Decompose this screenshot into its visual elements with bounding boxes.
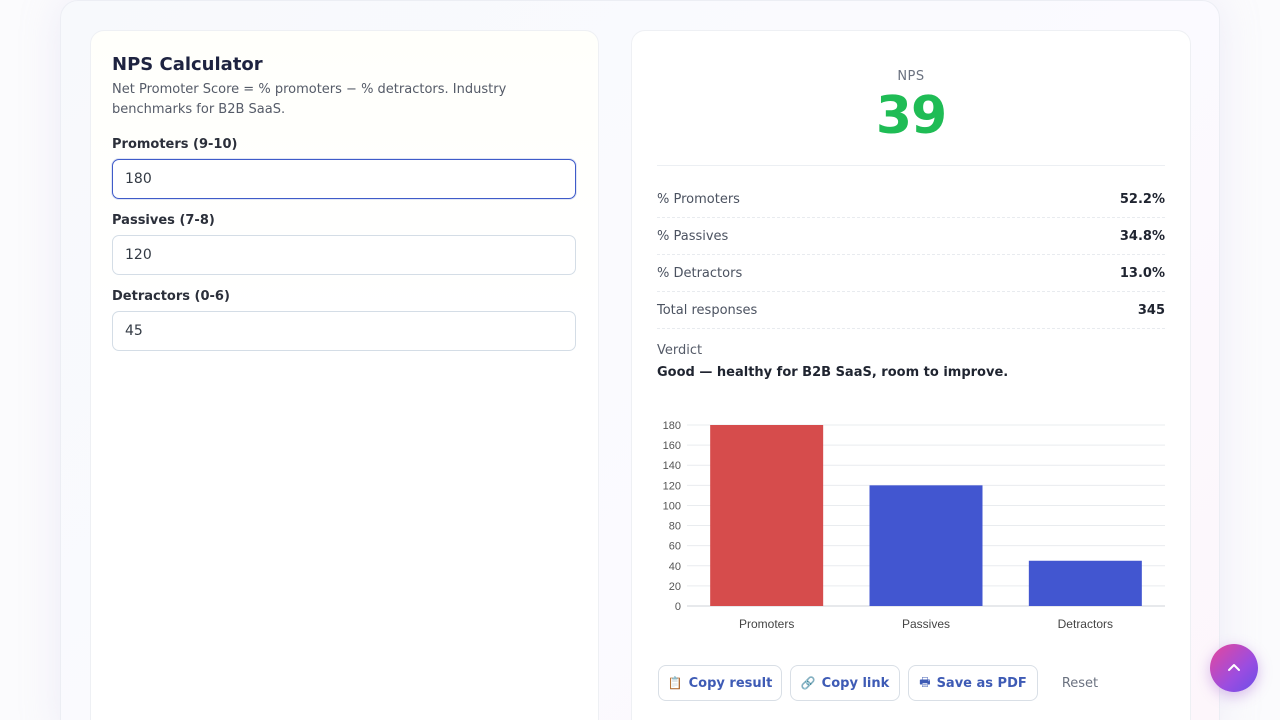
nps-label: NPS <box>897 69 925 84</box>
detractors-label: Detractors (0-6) <box>112 289 230 304</box>
bar-detractors <box>1028 560 1142 606</box>
copy-result-label: Copy result <box>688 675 773 691</box>
copy-link-button[interactable]: 🔗 Copy link <box>790 665 900 701</box>
nps-score: 39 <box>875 86 947 146</box>
stat-label: % Promoters <box>657 191 740 207</box>
stat-row-promoters: % Promoters 52.2% <box>657 181 1165 218</box>
x-tick-label: Promoters <box>739 617 794 631</box>
clipboard-icon: 📋 <box>667 676 683 690</box>
bar-promoters <box>710 425 824 606</box>
calculator-title: NPS Calculator <box>112 54 263 75</box>
link-icon: 🔗 <box>800 676 816 690</box>
promoters-input[interactable] <box>112 159 576 199</box>
stat-value: 13.0% <box>1119 265 1165 281</box>
stat-label: % Detractors <box>657 265 743 281</box>
stat-value: 345 <box>1137 302 1165 318</box>
y-tick-label: 40 <box>669 561 681 573</box>
scroll-to-top-button[interactable] <box>1210 644 1258 692</box>
stat-label: % Passives <box>657 228 729 244</box>
y-tick-label: 80 <box>669 521 681 533</box>
y-tick-label: 100 <box>663 500 681 512</box>
y-tick-label: 60 <box>669 541 681 553</box>
x-tick-label: Passives <box>902 617 950 631</box>
printer-icon: 🖶 <box>919 674 931 689</box>
stat-row-detractors: % Detractors 13.0% <box>657 255 1165 292</box>
verdict-label: Verdict <box>657 343 703 358</box>
y-tick-label: 0 <box>675 601 681 613</box>
y-tick-label: 180 <box>663 420 681 432</box>
y-tick-label: 160 <box>663 440 681 452</box>
bar-passives <box>869 485 983 606</box>
stat-row-total: Total responses 345 <box>657 292 1165 329</box>
chevron-up-icon <box>1228 664 1240 671</box>
stat-value: 34.8% <box>1119 228 1165 244</box>
copy-result-button[interactable]: 📋 Copy result <box>658 665 782 701</box>
passives-input[interactable] <box>112 235 576 275</box>
y-tick-label: 20 <box>669 581 681 593</box>
divider <box>657 165 1165 166</box>
copy-link-label: Copy link <box>821 675 890 691</box>
save-pdf-label: Save as PDF <box>936 675 1027 691</box>
stat-label: Total responses <box>657 302 758 318</box>
detractors-input[interactable] <box>112 311 576 351</box>
stat-row-passives: % Passives 34.8% <box>657 218 1165 255</box>
stat-value: 52.2% <box>1119 191 1165 207</box>
calculator-card <box>90 30 599 720</box>
promoters-label: Promoters (9-10) <box>112 137 238 152</box>
response-bar-chart: 0 20 40 60 80 100 120 140 160 180 Promoters Passive… <box>663 420 1165 631</box>
calculator-description: Net Promoter Score = % promoters − % det… <box>112 82 507 117</box>
reset-button[interactable]: Reset <box>1061 675 1099 691</box>
y-tick-label: 120 <box>663 480 681 492</box>
passives-label: Passives (7-8) <box>112 213 215 228</box>
save-pdf-button[interactable]: 🖶 Save as PDF <box>908 665 1038 701</box>
verdict-text: Good — healthy for B2B SaaS, room to imp… <box>657 365 1009 380</box>
y-tick-label: 140 <box>663 460 681 472</box>
x-tick-label: Detractors <box>1058 617 1113 631</box>
